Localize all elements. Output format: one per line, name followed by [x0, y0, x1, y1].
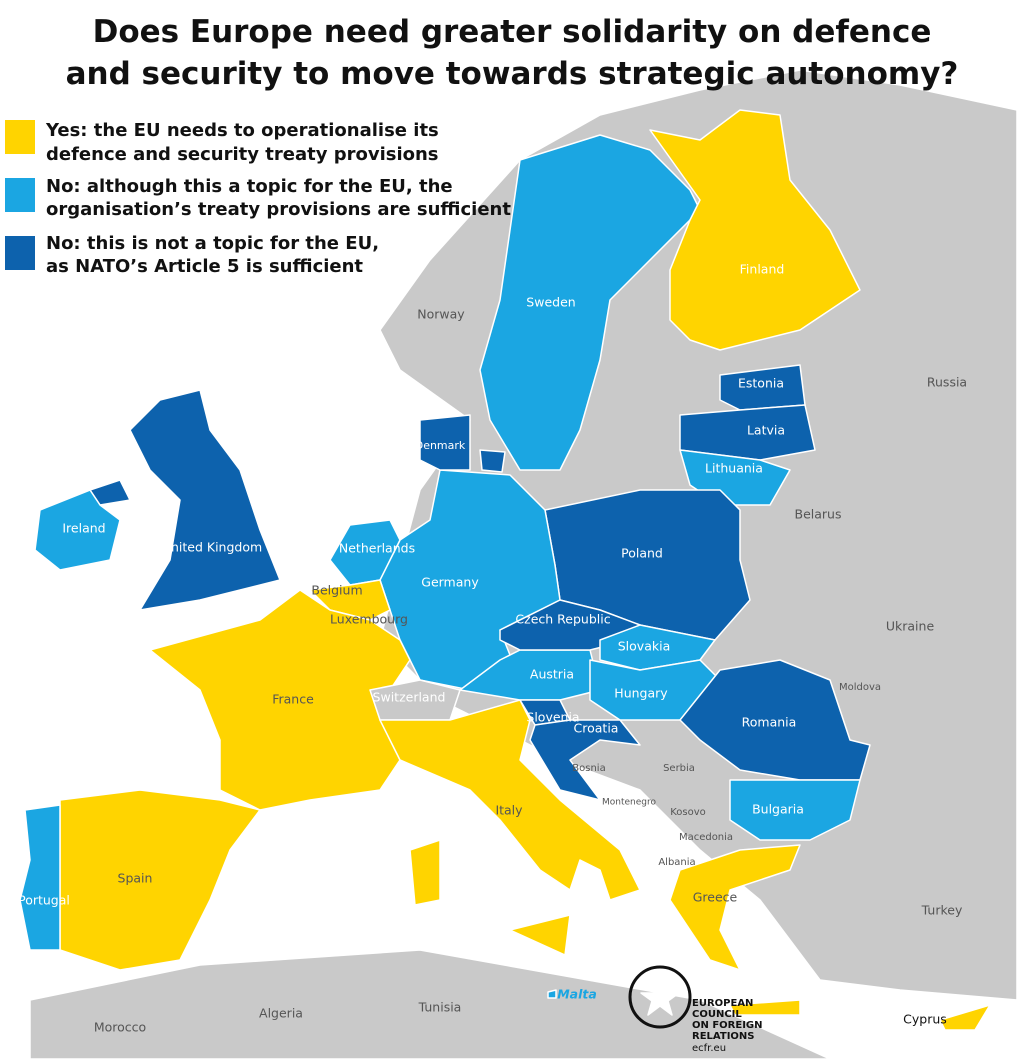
- label: Austria: [530, 667, 574, 682]
- label: Romania: [742, 715, 797, 730]
- country: [479, 449, 506, 473]
- legend-text: as NATO’s Article 5 is sufficient: [46, 256, 363, 277]
- label: Norway: [417, 307, 465, 322]
- label: France: [272, 692, 314, 707]
- label: Belgium: [311, 583, 362, 598]
- label: Slovenia: [526, 710, 579, 725]
- country: [129, 389, 281, 611]
- logo: EUROPEAN COUNCIL ON FOREIGN RELATIONS ec…: [628, 965, 763, 1054]
- country: [669, 844, 801, 971]
- label: United Kingdom: [162, 540, 262, 555]
- label: Turkey: [921, 903, 963, 918]
- label: Algeria: [259, 1006, 303, 1021]
- label: Czech Republic: [515, 612, 610, 627]
- label: Albania: [658, 857, 695, 868]
- legend-text: Yes: the EU needs to operationalise its: [45, 120, 439, 141]
- legend-text: defence and security treaty provisions: [46, 144, 439, 165]
- label: Greece: [693, 890, 738, 905]
- label: Morocco: [94, 1020, 146, 1035]
- label: Slovakia: [618, 639, 670, 654]
- label: Italy: [495, 803, 523, 818]
- label: Hungary: [614, 686, 668, 701]
- label: Montenegro: [602, 798, 656, 808]
- logo-text: COUNCIL: [692, 1009, 742, 1020]
- label: Serbia: [663, 763, 695, 774]
- label: Kosovo: [670, 807, 706, 818]
- label: Bulgaria: [752, 802, 804, 817]
- label: Moldova: [839, 682, 881, 693]
- label: Finland: [740, 262, 785, 277]
- label: Bosnia: [572, 763, 605, 774]
- label: Ireland: [62, 521, 105, 536]
- country: [419, 414, 471, 471]
- country: [509, 914, 571, 956]
- country: [939, 1004, 991, 1031]
- country: [649, 109, 861, 351]
- label: Portugal: [18, 893, 70, 908]
- logo-text: EUROPEAN: [692, 998, 753, 1009]
- country: [729, 999, 801, 1016]
- logo-star: [640, 979, 680, 1016]
- legend-text: No: this is not a topic for the EU,: [46, 233, 379, 254]
- logo-text: ecfr.eu: [692, 1043, 726, 1054]
- label: Denmark: [415, 439, 466, 452]
- country: [547, 989, 557, 999]
- label: Latvia: [747, 423, 785, 438]
- country: [369, 679, 461, 721]
- label: Sweden: [526, 295, 575, 310]
- country: [19, 804, 61, 951]
- legend-swatch: [5, 120, 35, 154]
- country: [409, 839, 441, 906]
- label: Ukraine: [886, 619, 935, 634]
- legend-swatch: [5, 178, 35, 212]
- country: [59, 789, 261, 971]
- legend-swatch: [5, 236, 35, 270]
- label: Russia: [927, 375, 967, 390]
- label: Germany: [421, 575, 479, 590]
- label: Netherlands: [339, 541, 415, 556]
- country: [479, 134, 701, 471]
- label: Croatia: [574, 721, 619, 736]
- logo-text: ON FOREIGN: [692, 1020, 763, 1031]
- label: Estonia: [738, 376, 784, 391]
- label: Tunisia: [418, 1000, 462, 1015]
- label: Spain: [118, 871, 153, 886]
- label: Poland: [621, 546, 663, 561]
- country: [729, 779, 861, 841]
- label: Malta: [557, 987, 597, 1002]
- title: Does Europe need greater solidarity on d…: [93, 14, 932, 50]
- logo-text: RELATIONS: [692, 1031, 754, 1042]
- label: Cyprus: [903, 1012, 947, 1027]
- label: Belarus: [795, 507, 842, 522]
- label: Luxembourg: [330, 612, 408, 627]
- legend-text: organisation’s treaty provisions are suf…: [46, 199, 511, 220]
- label: Lithuania: [705, 461, 763, 476]
- logo-circle: [628, 965, 692, 1029]
- legend-text: No: although this a topic for the EU, th…: [46, 176, 453, 197]
- country: [379, 699, 641, 901]
- country: [34, 489, 121, 571]
- country-labels: Norway Sweden Finland Russia Estonia Lat…: [18, 262, 967, 1035]
- country: [529, 719, 641, 801]
- title: and security to move towards strategic a…: [66, 56, 959, 92]
- label: Switzerland: [373, 690, 446, 705]
- label: Macedonia: [679, 832, 733, 843]
- country: [679, 659, 871, 781]
